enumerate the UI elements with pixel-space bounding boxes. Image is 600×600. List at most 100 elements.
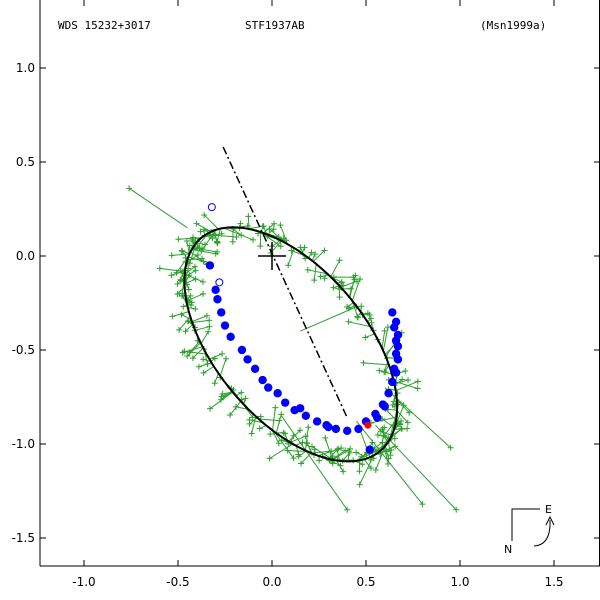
- measure-cross: [211, 380, 218, 387]
- residual-line: [181, 314, 192, 320]
- residual-line: [184, 266, 196, 275]
- measure-cross: [209, 235, 216, 242]
- filled-point: [343, 426, 352, 436]
- residual-line: [348, 321, 371, 328]
- measure-cross: [405, 377, 412, 384]
- residual-line: [209, 353, 223, 360]
- y-tick-label: 1.0: [16, 61, 35, 75]
- measure-cross: [277, 243, 284, 250]
- measure-cross: [338, 279, 345, 286]
- residual-line: [306, 442, 312, 454]
- measure-cross: [453, 506, 460, 513]
- residual-line: [128, 187, 188, 229]
- residual-line: [221, 391, 233, 397]
- measure-cross: [387, 452, 394, 459]
- measure-cross: [388, 447, 395, 454]
- residual-line: [191, 315, 208, 323]
- residual-line: [194, 326, 210, 331]
- residual-line: [214, 373, 219, 384]
- residual-line: [189, 340, 201, 353]
- measure-cross: [185, 286, 192, 293]
- measure-cross: [308, 249, 315, 256]
- measurement-crosses: [126, 185, 460, 513]
- measure-cross: [272, 404, 279, 411]
- residual-line: [267, 228, 275, 235]
- residual-line: [219, 358, 227, 377]
- filled-point: [280, 398, 290, 407]
- measure-cross: [329, 460, 336, 467]
- filled-point: [301, 411, 311, 420]
- measure-cross: [214, 240, 221, 247]
- compass-east-label: E: [545, 503, 552, 516]
- filled-point: [264, 383, 273, 392]
- residual-line: [288, 429, 301, 442]
- residual-line: [230, 226, 242, 236]
- residual-line: [280, 415, 348, 511]
- measure-cross: [229, 238, 236, 245]
- measure-cross: [340, 468, 347, 475]
- residual-line: [328, 448, 339, 460]
- filled-point: [211, 285, 220, 295]
- measure-cross: [391, 435, 398, 442]
- filled-point: [365, 445, 374, 454]
- residual-line: [203, 366, 215, 374]
- compass-north-label: N: [504, 543, 512, 556]
- measure-cross: [185, 317, 192, 324]
- measure-cross: [180, 303, 187, 310]
- residual-line: [348, 279, 355, 298]
- measure-cross: [223, 355, 230, 362]
- header-system-name: STF1937AB: [245, 19, 305, 32]
- filled-point: [258, 375, 267, 385]
- measure-cross: [447, 444, 454, 451]
- measure-cross: [175, 236, 182, 243]
- measure-cross: [192, 267, 199, 274]
- orbit-ellipse: [183, 226, 399, 463]
- residual-line: [198, 362, 212, 368]
- measure-cross: [322, 434, 329, 441]
- filled-point: [391, 317, 401, 326]
- x-tick-label: 1.0: [450, 575, 469, 589]
- measure-cross: [189, 355, 196, 362]
- measure-cross: [277, 222, 284, 229]
- measure-cross: [336, 294, 343, 301]
- residual-line: [375, 445, 386, 471]
- measure-cross: [356, 468, 363, 475]
- filled-point: [331, 424, 341, 434]
- filled-point: [312, 417, 322, 426]
- measure-cross: [188, 299, 195, 306]
- residual-line: [191, 249, 216, 255]
- measure-cross: [367, 465, 374, 472]
- residual-line: [249, 417, 258, 425]
- measure-cross: [389, 402, 396, 409]
- residual-line: [263, 223, 275, 234]
- residual-line: [324, 437, 334, 460]
- open-point: [215, 278, 224, 287]
- residual-line: [176, 255, 190, 273]
- measure-cross: [188, 302, 195, 309]
- compass-arrowhead: [545, 515, 555, 526]
- measure-cross: [194, 251, 201, 258]
- measure-cross: [202, 241, 209, 248]
- filled-point: [220, 321, 230, 330]
- data-points: [205, 203, 403, 454]
- filled-point: [324, 422, 333, 432]
- measure-cross: [178, 311, 185, 318]
- residual-line: [346, 302, 354, 308]
- compass: N E: [504, 503, 555, 556]
- filled-point: [393, 330, 403, 340]
- residual-line: [172, 311, 189, 317]
- measure-cross: [345, 318, 352, 325]
- residual-line: [396, 410, 409, 423]
- residual-line: [181, 250, 189, 260]
- measure-cross: [276, 417, 283, 424]
- residual-line: [213, 230, 219, 244]
- measure-cross: [295, 453, 302, 460]
- measure-cross: [191, 263, 198, 270]
- residual-line: [220, 390, 233, 401]
- residual-line: [178, 237, 202, 240]
- residual-line: [330, 260, 341, 278]
- residual-line: [200, 229, 217, 252]
- measure-cross: [304, 266, 311, 273]
- measure-cross: [184, 353, 191, 360]
